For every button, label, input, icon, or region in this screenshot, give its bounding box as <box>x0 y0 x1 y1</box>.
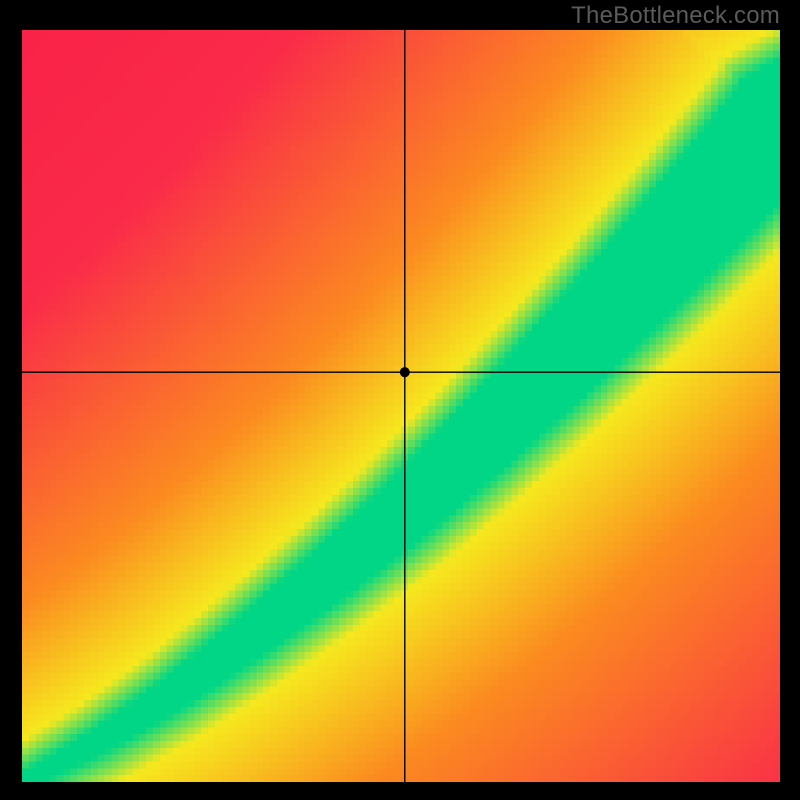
chart-container: TheBottleneck.com <box>0 0 800 800</box>
bottleneck-heatmap <box>22 30 780 782</box>
source-watermark: TheBottleneck.com <box>571 2 780 30</box>
